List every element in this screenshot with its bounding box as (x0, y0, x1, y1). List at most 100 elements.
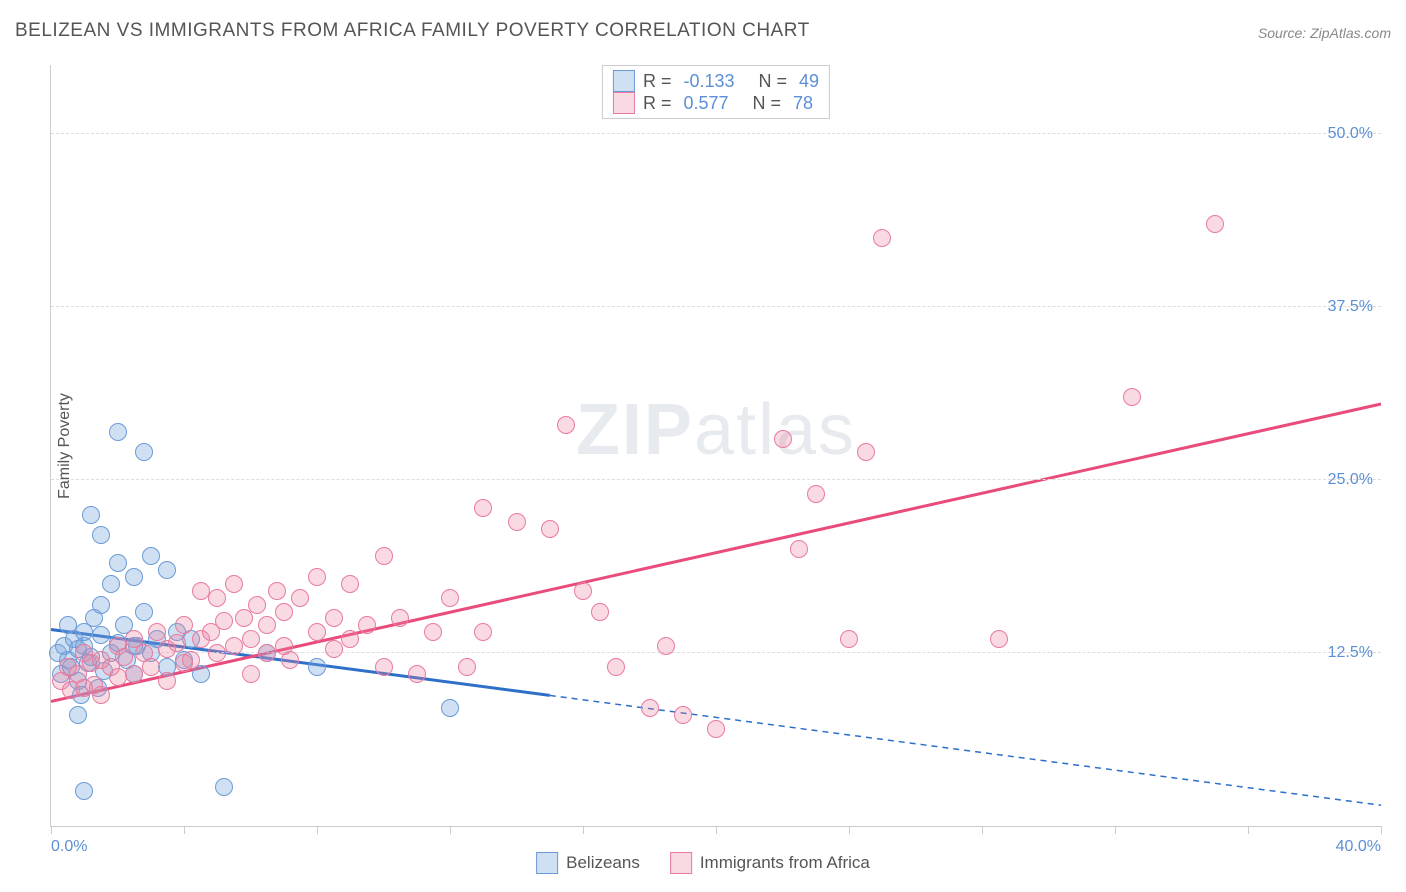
gridline (51, 133, 1381, 134)
data-point (148, 623, 166, 641)
series-legend-item: Immigrants from Africa (670, 852, 870, 874)
data-point (215, 778, 233, 796)
data-point (225, 637, 243, 655)
data-point (408, 665, 426, 683)
x-tick (1115, 826, 1116, 834)
legend-r-value: 0.577 (683, 93, 728, 114)
x-tick (849, 826, 850, 834)
data-point (358, 616, 376, 634)
data-point (291, 589, 309, 607)
chart-container: BELIZEAN VS IMMIGRANTS FROM AFRICA FAMIL… (0, 0, 1406, 892)
data-point (208, 589, 226, 607)
data-point (281, 651, 299, 669)
legend-r-label: R = (643, 71, 672, 92)
data-point (208, 644, 226, 662)
data-point (574, 582, 592, 600)
data-point (657, 637, 675, 655)
correlation-legend: R = -0.133 N = 49R = 0.577 N =78 (602, 65, 830, 119)
data-point (591, 603, 609, 621)
data-point (375, 658, 393, 676)
legend-swatch (613, 92, 635, 114)
gridline (51, 306, 1381, 307)
data-point (258, 616, 276, 634)
data-point (142, 658, 160, 676)
data-point (325, 609, 343, 627)
data-point (125, 665, 143, 683)
series-legend-label: Belizeans (566, 853, 640, 873)
data-point (109, 668, 127, 686)
x-tick (51, 826, 52, 834)
legend-swatch (670, 852, 692, 874)
y-tick-label: 50.0% (1328, 125, 1373, 143)
data-point (168, 634, 186, 652)
legend-n-value: 78 (793, 93, 813, 114)
data-point (674, 706, 692, 724)
trend-line (51, 404, 1381, 701)
data-point (441, 589, 459, 607)
legend-n-value: 49 (799, 71, 819, 92)
legend-n-label: N = (759, 71, 788, 92)
x-tick-label: 0.0% (51, 838, 87, 856)
x-tick (1248, 826, 1249, 834)
source-label: Source: ZipAtlas.com (1258, 25, 1391, 41)
x-tick (317, 826, 318, 834)
data-point (248, 596, 266, 614)
data-point (215, 612, 233, 630)
data-point (109, 423, 127, 441)
data-point (807, 485, 825, 503)
data-point (474, 499, 492, 517)
data-point (341, 630, 359, 648)
data-point (641, 699, 659, 717)
data-point (458, 658, 476, 676)
data-point (92, 626, 110, 644)
legend-swatch (613, 70, 635, 92)
data-point (840, 630, 858, 648)
data-point (873, 229, 891, 247)
correlation-legend-row: R = -0.133 N = 49 (613, 70, 819, 92)
data-point (158, 672, 176, 690)
y-tick-label: 37.5% (1328, 298, 1373, 316)
data-point (92, 596, 110, 614)
chart-title: BELIZEAN VS IMMIGRANTS FROM AFRICA FAMIL… (15, 20, 810, 42)
series-legend-label: Immigrants from Africa (700, 853, 870, 873)
data-point (258, 644, 276, 662)
data-point (341, 575, 359, 593)
data-point (1123, 388, 1141, 406)
chart-svg (51, 65, 1381, 826)
data-point (391, 609, 409, 627)
x-tick-label: 40.0% (1336, 838, 1381, 856)
data-point (175, 616, 193, 634)
data-point (235, 609, 253, 627)
data-point (607, 658, 625, 676)
data-point (92, 686, 110, 704)
data-point (325, 640, 343, 658)
data-point (75, 782, 93, 800)
y-tick-label: 25.0% (1328, 471, 1373, 489)
data-point (115, 648, 133, 666)
data-point (69, 706, 87, 724)
data-point (242, 630, 260, 648)
data-point (557, 416, 575, 434)
data-point (92, 526, 110, 544)
series-legend: Belizeans Immigrants from Africa (536, 852, 870, 874)
data-point (125, 568, 143, 586)
x-tick (1381, 826, 1382, 834)
data-point (541, 520, 559, 538)
data-point (182, 651, 200, 669)
data-point (135, 443, 153, 461)
legend-r-label: R = (643, 93, 672, 114)
data-point (135, 603, 153, 621)
data-point (109, 554, 127, 572)
x-tick (716, 826, 717, 834)
legend-r-value: -0.133 (683, 71, 734, 92)
data-point (857, 443, 875, 461)
data-point (790, 540, 808, 558)
data-point (102, 575, 120, 593)
data-point (424, 623, 442, 641)
gridline (51, 652, 1381, 653)
x-tick (982, 826, 983, 834)
data-point (707, 720, 725, 738)
data-point (441, 699, 459, 717)
data-point (275, 603, 293, 621)
legend-swatch (536, 852, 558, 874)
